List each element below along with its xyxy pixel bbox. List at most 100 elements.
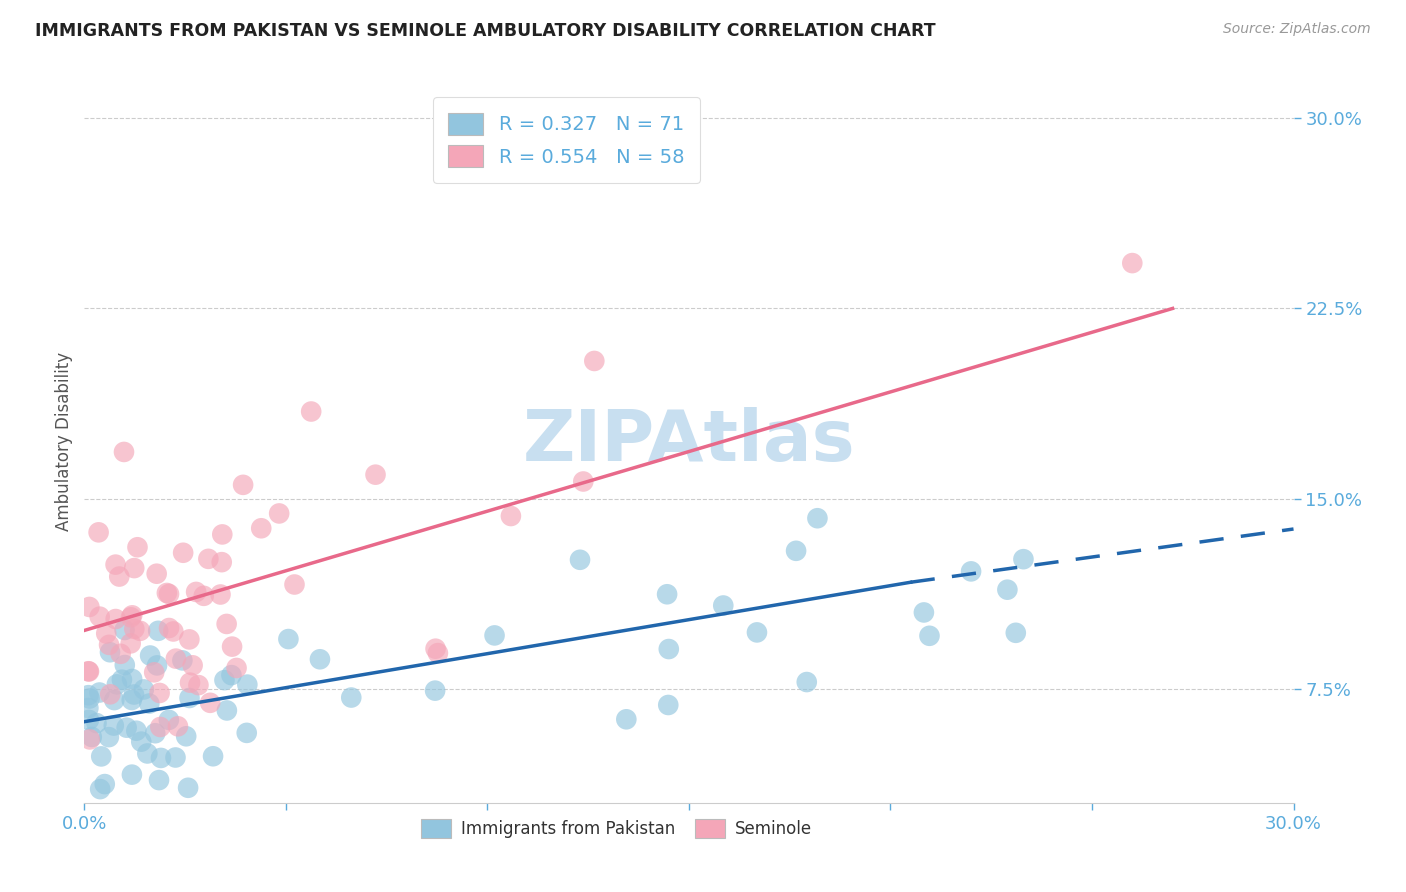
Legend: Immigrants from Pakistan, Seminole: Immigrants from Pakistan, Seminole	[413, 813, 818, 845]
Point	[918, 629, 941, 643]
Point	[149, 720, 172, 734]
Point	[165, 651, 187, 665]
Point	[127, 541, 149, 555]
Point	[167, 719, 190, 733]
Point	[97, 730, 120, 744]
Point	[138, 697, 160, 711]
Point	[89, 685, 111, 699]
Point	[484, 628, 506, 642]
Point	[198, 696, 221, 710]
Point	[129, 734, 152, 748]
Point	[806, 511, 828, 525]
Point	[960, 565, 983, 579]
Point	[157, 713, 180, 727]
Point	[277, 632, 299, 646]
Point	[120, 610, 142, 624]
Point	[98, 638, 121, 652]
Point	[499, 508, 522, 523]
Point	[114, 658, 136, 673]
Point	[225, 661, 247, 675]
Point	[77, 665, 100, 679]
Point	[77, 665, 100, 679]
Point	[283, 577, 305, 591]
Point	[309, 652, 332, 666]
Point	[172, 653, 194, 667]
Point	[103, 718, 125, 732]
Point	[162, 624, 184, 639]
Point	[105, 677, 128, 691]
Point	[112, 445, 135, 459]
Point	[77, 713, 100, 727]
Point	[340, 690, 363, 705]
Point	[179, 675, 201, 690]
Point	[122, 561, 145, 575]
Point	[785, 544, 807, 558]
Point	[120, 636, 142, 650]
Point	[149, 751, 172, 765]
Point	[90, 749, 112, 764]
Point	[108, 569, 131, 583]
Point	[79, 599, 101, 614]
Point	[1004, 625, 1026, 640]
Point	[215, 616, 238, 631]
Point	[426, 646, 449, 660]
Point	[149, 686, 172, 700]
Point	[115, 721, 138, 735]
Point	[711, 599, 734, 613]
Point	[614, 712, 637, 726]
Point	[187, 678, 209, 692]
Point	[174, 729, 197, 743]
Point	[655, 587, 678, 601]
Point	[658, 642, 681, 657]
Point	[211, 555, 233, 569]
Point	[132, 682, 155, 697]
Point	[80, 730, 103, 744]
Point	[104, 612, 127, 626]
Point	[995, 582, 1018, 597]
Point	[145, 566, 167, 581]
Point	[136, 747, 159, 761]
Point	[143, 726, 166, 740]
Point	[236, 677, 259, 691]
Point	[235, 726, 257, 740]
Point	[111, 673, 134, 687]
Point	[1121, 256, 1143, 270]
Point	[79, 732, 101, 747]
Point	[202, 749, 225, 764]
Point	[148, 624, 170, 638]
Point	[79, 691, 101, 706]
Point	[103, 693, 125, 707]
Point	[139, 648, 162, 663]
Point	[96, 626, 118, 640]
Point	[165, 750, 187, 764]
Point	[221, 668, 243, 682]
Point	[98, 645, 121, 659]
Point	[177, 780, 200, 795]
Point	[221, 640, 243, 654]
Point	[299, 404, 322, 418]
Point	[121, 672, 143, 686]
Point	[146, 658, 169, 673]
Point	[77, 688, 100, 702]
Point	[89, 609, 111, 624]
Point	[124, 622, 146, 636]
Point	[157, 621, 180, 635]
Point	[104, 558, 127, 572]
Point	[86, 716, 108, 731]
Point	[193, 589, 215, 603]
Point	[110, 647, 132, 661]
Point	[172, 546, 194, 560]
Text: IMMIGRANTS FROM PAKISTAN VS SEMINOLE AMBULATORY DISABILITY CORRELATION CHART: IMMIGRANTS FROM PAKISTAN VS SEMINOLE AMB…	[35, 22, 936, 40]
Point	[143, 665, 166, 680]
Text: Source: ZipAtlas.com: Source: ZipAtlas.com	[1223, 22, 1371, 37]
Point	[121, 608, 143, 623]
Point	[98, 687, 121, 701]
Point	[77, 701, 100, 715]
Point	[796, 675, 818, 690]
Point	[197, 552, 219, 566]
Point	[423, 683, 446, 698]
Point	[657, 698, 679, 712]
Point	[129, 624, 152, 638]
Point	[156, 586, 179, 600]
Point	[745, 625, 768, 640]
